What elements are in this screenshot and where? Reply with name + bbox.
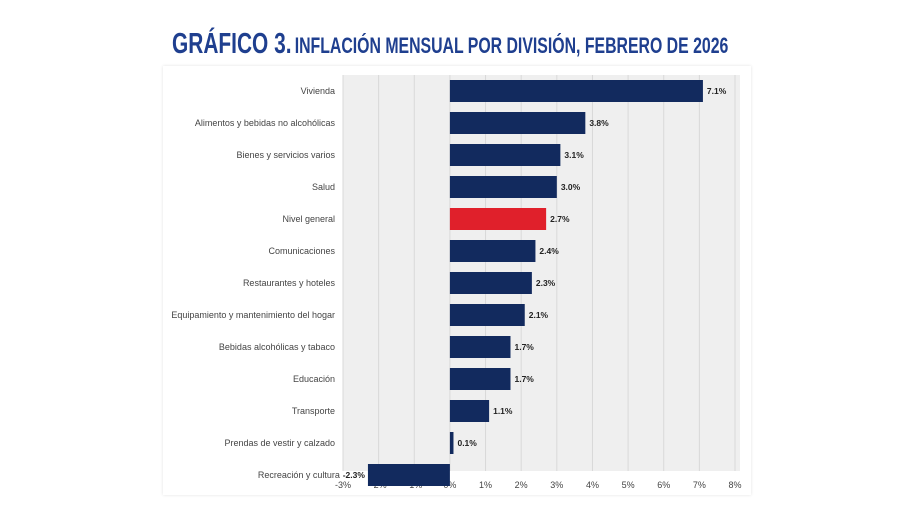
bar <box>367 464 450 486</box>
bar <box>449 208 547 230</box>
bar <box>449 112 586 134</box>
category-label: Vivienda <box>301 86 335 96</box>
category-label: Recreación y cultura <box>258 470 340 480</box>
data-label: -2.3% <box>343 470 366 480</box>
data-label: 7.1% <box>707 86 727 96</box>
bar <box>449 272 532 294</box>
category-label: Prendas de vestir y calzado <box>224 438 335 448</box>
x-tick-label: 4% <box>586 480 599 490</box>
bar <box>449 432 454 454</box>
category-label: Transporte <box>292 406 335 416</box>
category-label: Comunicaciones <box>268 246 335 256</box>
data-label: 2.3% <box>536 278 556 288</box>
data-label: 3.1% <box>564 150 584 160</box>
category-label: Educación <box>293 374 335 384</box>
x-tick-label: 2% <box>515 480 528 490</box>
data-label: 1.7% <box>514 374 534 384</box>
category-label: Salud <box>312 182 335 192</box>
bar <box>449 144 561 166</box>
data-label: 1.7% <box>514 342 534 352</box>
bar <box>449 368 511 390</box>
x-tick-label: -3% <box>335 480 351 490</box>
bar <box>449 400 490 422</box>
bar <box>449 240 536 262</box>
data-label: 1.1% <box>493 406 513 416</box>
category-label: Bebidas alcohólicas y tabaco <box>219 342 335 352</box>
x-tick-label: 7% <box>693 480 706 490</box>
data-label: 2.7% <box>550 214 570 224</box>
bar <box>449 80 703 102</box>
bar <box>449 304 525 326</box>
category-label: Equipamiento y mantenimiento del hogar <box>171 310 335 320</box>
data-label: 2.4% <box>539 246 559 256</box>
category-label: Alimentos y bebidas no alcohólicas <box>195 118 336 128</box>
x-tick-label: 1% <box>479 480 492 490</box>
x-tick-label: 5% <box>622 480 635 490</box>
chart-card: -3%-2%-1%0%1%2%3%4%5%6%7%8%Vivienda7.1%A… <box>163 66 751 495</box>
category-label: Nivel general <box>282 214 335 224</box>
bar <box>449 176 557 198</box>
data-label: 0.1% <box>457 438 477 448</box>
data-label: 2.1% <box>529 310 549 320</box>
bar-chart: -3%-2%-1%0%1%2%3%4%5%6%7%8%Vivienda7.1%A… <box>171 75 742 490</box>
title-text: INFLACIÓN MENSUAL POR DIVISIÓN, FEBRERO … <box>294 33 729 58</box>
x-tick-label: 3% <box>550 480 563 490</box>
title-prefix: GRÁFICO 3. <box>172 28 292 60</box>
category-label: Bienes y servicios varios <box>236 150 335 160</box>
chart-title: GRÁFICO 3. INFLACIÓN MENSUAL POR DIVISIÓ… <box>172 28 728 61</box>
data-label: 3.8% <box>589 118 609 128</box>
plot-area <box>343 75 740 471</box>
bar <box>449 336 511 358</box>
category-label: Restaurantes y hoteles <box>243 278 336 288</box>
data-label: 3.0% <box>561 182 581 192</box>
x-tick-label: 6% <box>657 480 670 490</box>
x-tick-label: 8% <box>728 480 741 490</box>
